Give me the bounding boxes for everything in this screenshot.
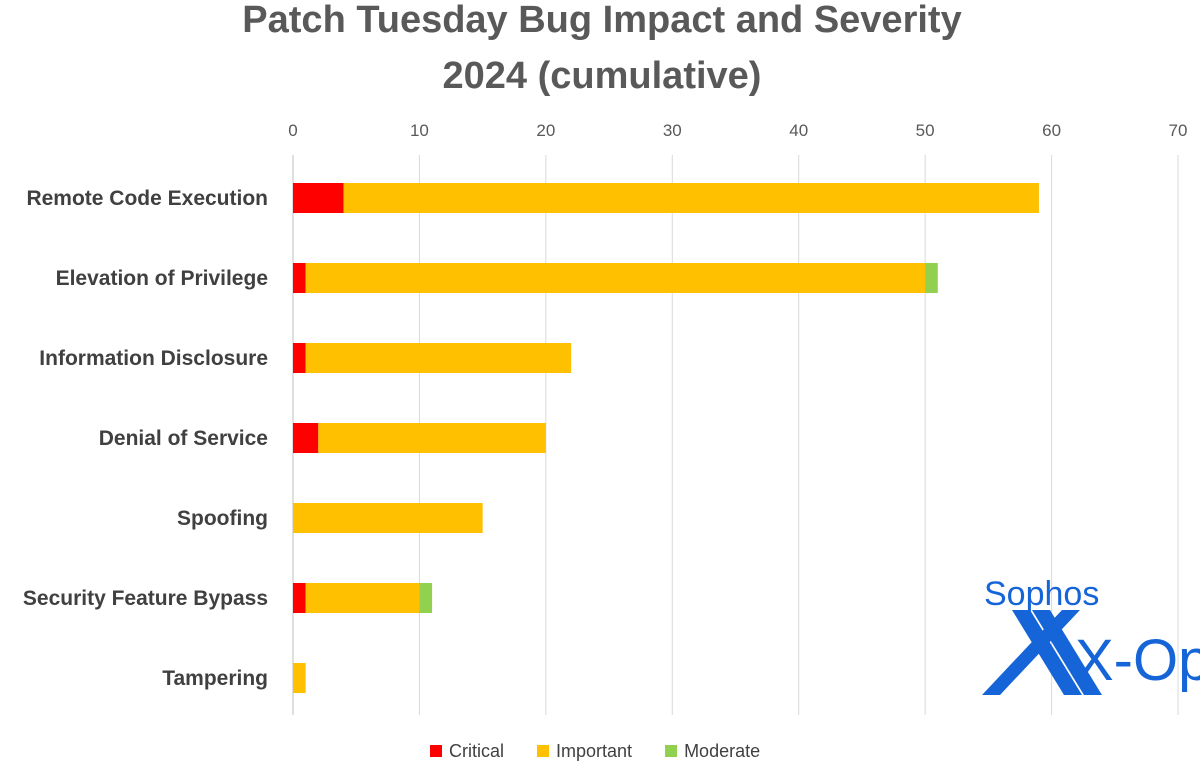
category-label: Security Feature Bypass: [23, 587, 268, 610]
sophos-xops-logo: Sophos X-Ops: [982, 575, 1200, 695]
logo-text-sophos: Sophos: [984, 575, 1099, 613]
chart-title-line1: Patch Tuesday Bug Impact and Severity: [242, 0, 961, 41]
bars: [293, 183, 1039, 693]
logo-x-stripe: [982, 610, 1080, 695]
legend-label-moderate: Moderate: [684, 741, 760, 761]
category-label: Remote Code Execution: [26, 187, 268, 210]
bar-segment-important: [293, 663, 306, 693]
x-tick-label: 50: [916, 121, 935, 140]
bar-segment-critical: [293, 423, 319, 453]
x-tick-label: 70: [1169, 121, 1188, 140]
x-tick-labels: 0 10 20 30 40 50 60 70: [288, 121, 1187, 140]
logo-text-xops: X-Ops: [1075, 628, 1200, 693]
bar-segment-critical: [293, 583, 306, 613]
bar-segment-important: [318, 423, 546, 453]
category-label: Spoofing: [177, 507, 268, 530]
x-tick-label: 20: [536, 121, 555, 140]
bar-segment-critical: [293, 263, 306, 293]
x-tick-label: 10: [410, 121, 429, 140]
x-tick-label: 40: [789, 121, 808, 140]
legend-swatch-moderate: [665, 745, 678, 757]
bar-segment-important: [293, 503, 483, 533]
bar-segment-moderate: [925, 263, 938, 293]
logo-x-stripe: [1012, 610, 1082, 695]
bar-segment-important: [343, 183, 1039, 213]
x-tick-label: 30: [663, 121, 682, 140]
category-label: Denial of Service: [99, 427, 268, 450]
legend: Critical Important Moderate: [430, 741, 760, 761]
bar-segment-critical: [293, 343, 306, 373]
category-labels: Remote Code Execution Elevation of Privil…: [23, 187, 268, 690]
bar-segment-critical: [293, 183, 344, 213]
bar-segment-moderate: [419, 583, 433, 613]
x-tick-label: 0: [288, 121, 297, 140]
legend-swatch-critical: [430, 745, 442, 757]
legend-swatch-important: [537, 745, 550, 757]
category-label: Information Disclosure: [39, 347, 268, 370]
legend-label-important: Important: [556, 741, 632, 761]
chart-title-line2: 2024 (cumulative): [443, 55, 762, 97]
bar-segment-important: [305, 263, 926, 293]
category-label: Tampering: [162, 667, 268, 690]
legend-label-critical: Critical: [449, 741, 504, 761]
bar-segment-important: [305, 583, 420, 613]
x-tick-label: 60: [1042, 121, 1061, 140]
bar-segment-important: [305, 343, 572, 373]
category-label: Elevation of Privilege: [56, 267, 268, 290]
